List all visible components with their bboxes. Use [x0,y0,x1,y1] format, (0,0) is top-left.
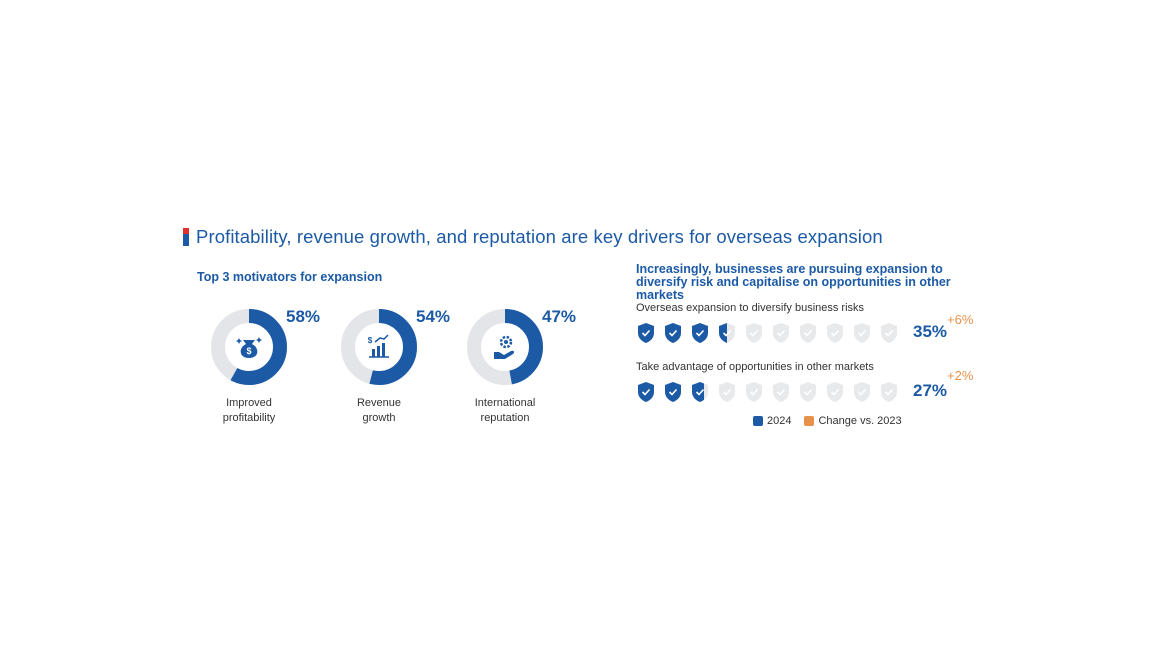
title-accent-bar [183,228,189,246]
row-change-other-markets: +2% [947,368,974,383]
row-change-diversify-risks: +6% [947,312,974,327]
svg-text:$: $ [368,336,373,345]
row-value-other-markets: 27% [913,381,948,400]
donut-value-arc [211,309,287,385]
shield-icon [638,382,654,402]
shield-icon [854,323,870,343]
legend: 2024 Change vs. 2023 [753,415,915,427]
donut-international-reputation: 47% [465,307,576,387]
shield-icon [719,323,735,343]
right-subtitle: Increasingly, businesses are pursuing ex… [636,262,951,302]
shield-icon [746,323,762,343]
svg-text:$: $ [246,346,251,356]
donut-percent-label: 58% [286,307,321,326]
bar-chart-growth-icon: $ [368,334,389,358]
legend-item-2024: 2024 [753,415,791,427]
legend-swatch-change [804,416,815,426]
legend-item-change: Change vs. 2023 [804,415,902,427]
left-subtitle: Top 3 motivators for expansion [197,270,383,284]
label-line: profitability [222,412,276,424]
money-bag-icon: $ [236,337,262,358]
donut-label-improved-profitability: Improved profitability [194,396,304,426]
shield-row-other-markets [636,381,906,403]
shield-icon [881,382,897,402]
shield-icon [773,382,789,402]
legend-label: Change vs. 2023 [818,415,902,427]
shield-icon [881,323,897,343]
label-line: Improved [226,397,272,409]
hand-gear-icon [494,335,515,359]
shield-icon [719,382,735,402]
donut-label-international-reputation: International reputation [450,396,560,426]
donut-percent-label: 54% [416,307,451,326]
shield-icon [854,382,870,402]
donut-value-arc [467,309,543,385]
label-line: International [474,397,536,409]
shield-icon [692,323,708,343]
donut-chart: $ [211,309,287,385]
donut-label-revenue-growth: Revenue growth [324,396,434,426]
shield-row-diversify-risks [636,322,906,344]
row-label-diversify-risks: Overseas expansion to diversify business… [636,302,865,314]
shield-icon [665,382,681,402]
shield-icon [827,323,843,343]
shield-icon [800,382,816,402]
donut-chart [467,309,543,385]
shield-icon [773,323,789,343]
donut-chart: $ [341,309,417,385]
shield-icon [692,382,708,402]
shield-icon [800,323,816,343]
label-line: growth [362,412,396,424]
label-line: Revenue [356,397,402,409]
row-value-diversify-risks: 35% [913,322,948,341]
shield-icon [665,323,681,343]
row-label-other-markets: Take advantage of opportunities in other… [636,361,874,373]
legend-label: 2024 [767,415,792,427]
donut-percent-label: 47% [542,307,577,326]
shield-icon [827,382,843,402]
shield-icon [638,323,654,343]
donut-revenue-growth: $54% [339,307,450,387]
shield-icon [746,382,762,402]
legend-swatch-2024 [753,416,763,426]
page-title: Profitability, revenue growth, and reput… [196,226,883,247]
label-line: reputation [480,412,530,424]
donut-value-arc [341,309,417,385]
header: Profitability, revenue growth, and reput… [183,226,883,248]
donut-improved-profitability: $58% [209,307,320,387]
